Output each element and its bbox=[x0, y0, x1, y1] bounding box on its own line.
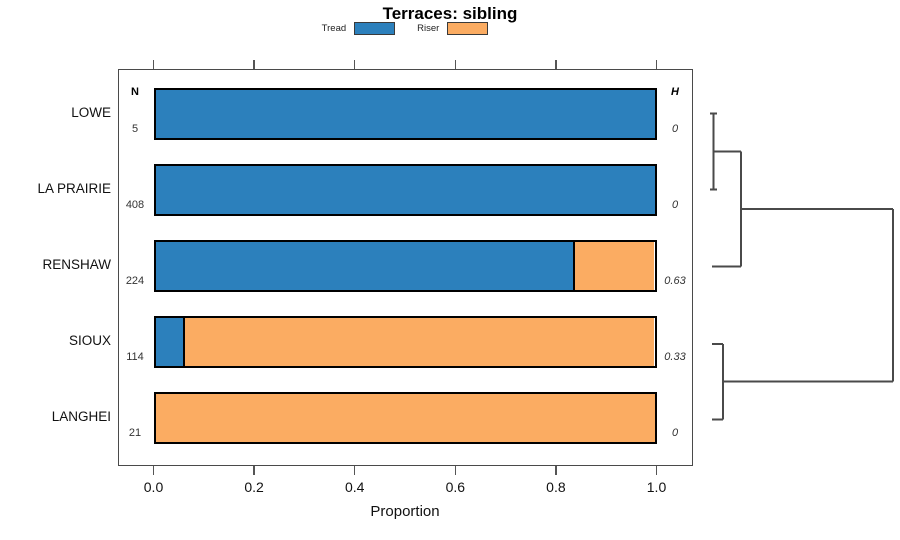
n-value: 408 bbox=[125, 199, 145, 211]
bar-row bbox=[153, 240, 657, 292]
bar-row bbox=[153, 88, 657, 140]
n-value: 21 bbox=[128, 427, 142, 439]
x-tick-top bbox=[253, 60, 255, 69]
chart-title: Terraces: sibling bbox=[382, 4, 518, 23]
x-tick-top bbox=[454, 60, 457, 69]
legend-item-riser: Riser bbox=[417, 22, 489, 35]
bar-row bbox=[153, 392, 657, 444]
x-tick-bottom bbox=[555, 466, 557, 475]
legend-label-tread: Tread bbox=[321, 23, 347, 34]
legend-item-tread: Tread bbox=[321, 22, 396, 35]
category-label: SIOUX bbox=[68, 333, 111, 348]
bar-segment-riser bbox=[185, 318, 655, 366]
bar-segment-riser bbox=[155, 394, 655, 442]
bar-segment-tread bbox=[155, 166, 655, 214]
tread-color-swatch bbox=[354, 22, 396, 35]
x-tick-label: 0.8 bbox=[546, 479, 566, 495]
n-value: 5 bbox=[131, 123, 139, 135]
bar-row bbox=[153, 164, 657, 216]
h-value: 0 bbox=[671, 427, 679, 439]
x-tick-top bbox=[555, 60, 557, 69]
legend: Tread Riser bbox=[290, 22, 520, 35]
h-value: 0.63 bbox=[664, 275, 686, 287]
x-tick-bottom bbox=[253, 466, 255, 475]
category-label: LOWE bbox=[71, 105, 111, 120]
bar-segment-riser bbox=[574, 242, 655, 290]
h-column-header: H bbox=[671, 86, 679, 98]
x-tick-bottom bbox=[655, 466, 658, 475]
x-tick-label: 0.4 bbox=[344, 479, 365, 495]
category-label: RENSHAW bbox=[42, 257, 111, 272]
n-column-header: N bbox=[131, 86, 139, 98]
h-value: 0 bbox=[671, 199, 679, 211]
bar-segment-tread bbox=[155, 318, 186, 366]
x-tick-top bbox=[152, 60, 155, 69]
bar-row bbox=[153, 316, 657, 368]
legend-label-riser: Riser bbox=[417, 23, 440, 34]
x-tick-bottom bbox=[152, 466, 155, 475]
x-tick-top bbox=[655, 60, 658, 69]
x-tick-top bbox=[353, 60, 356, 69]
riser-color-swatch bbox=[447, 22, 489, 35]
x-tick-label: 0.6 bbox=[445, 479, 466, 495]
category-label: LANGHEI bbox=[51, 409, 111, 424]
h-value: 0 bbox=[671, 123, 679, 135]
x-tick-label: 0.0 bbox=[143, 479, 164, 495]
plot-frame bbox=[118, 69, 693, 466]
n-value: 224 bbox=[125, 275, 145, 287]
category-label: LA PRAIRIE bbox=[37, 181, 111, 196]
x-tick-bottom bbox=[454, 466, 457, 475]
x-tick-label: 1.0 bbox=[646, 479, 667, 495]
x-axis-label: Proportion bbox=[370, 503, 440, 520]
x-tick-bottom bbox=[353, 466, 356, 475]
n-value: 114 bbox=[126, 351, 144, 363]
x-tick-label: 0.2 bbox=[244, 479, 264, 495]
bar-segment-tread bbox=[155, 90, 655, 138]
h-value: 0.33 bbox=[664, 351, 686, 363]
bar-segment-tread bbox=[155, 242, 575, 290]
